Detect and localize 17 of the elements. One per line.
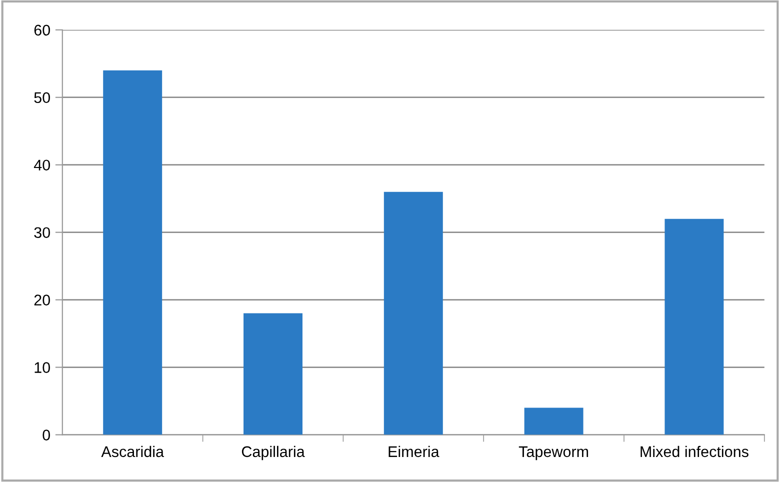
y-tick-label: 50	[34, 92, 50, 104]
bar	[664, 218, 724, 435]
bar	[384, 192, 443, 435]
bar	[524, 408, 584, 435]
y-tick-label: 40	[34, 160, 50, 171]
x-tick-label: Tapeworm	[518, 446, 588, 460]
x-tick-label: Ascaridia	[101, 446, 164, 458]
x-tick-label: Capillaria	[242, 446, 305, 460]
x-tick-label: Eimeria	[388, 446, 440, 458]
y-tick-label: 20	[34, 294, 50, 306]
bar	[103, 70, 162, 435]
bar	[244, 313, 302, 435]
y-tick-label: 60	[34, 24, 50, 36]
y-tick-label: 30	[34, 227, 50, 238]
y-tick-label: 10	[34, 362, 50, 373]
y-tick-label: 0	[42, 430, 50, 440]
x-tick-label: Mixed infections	[640, 446, 748, 458]
